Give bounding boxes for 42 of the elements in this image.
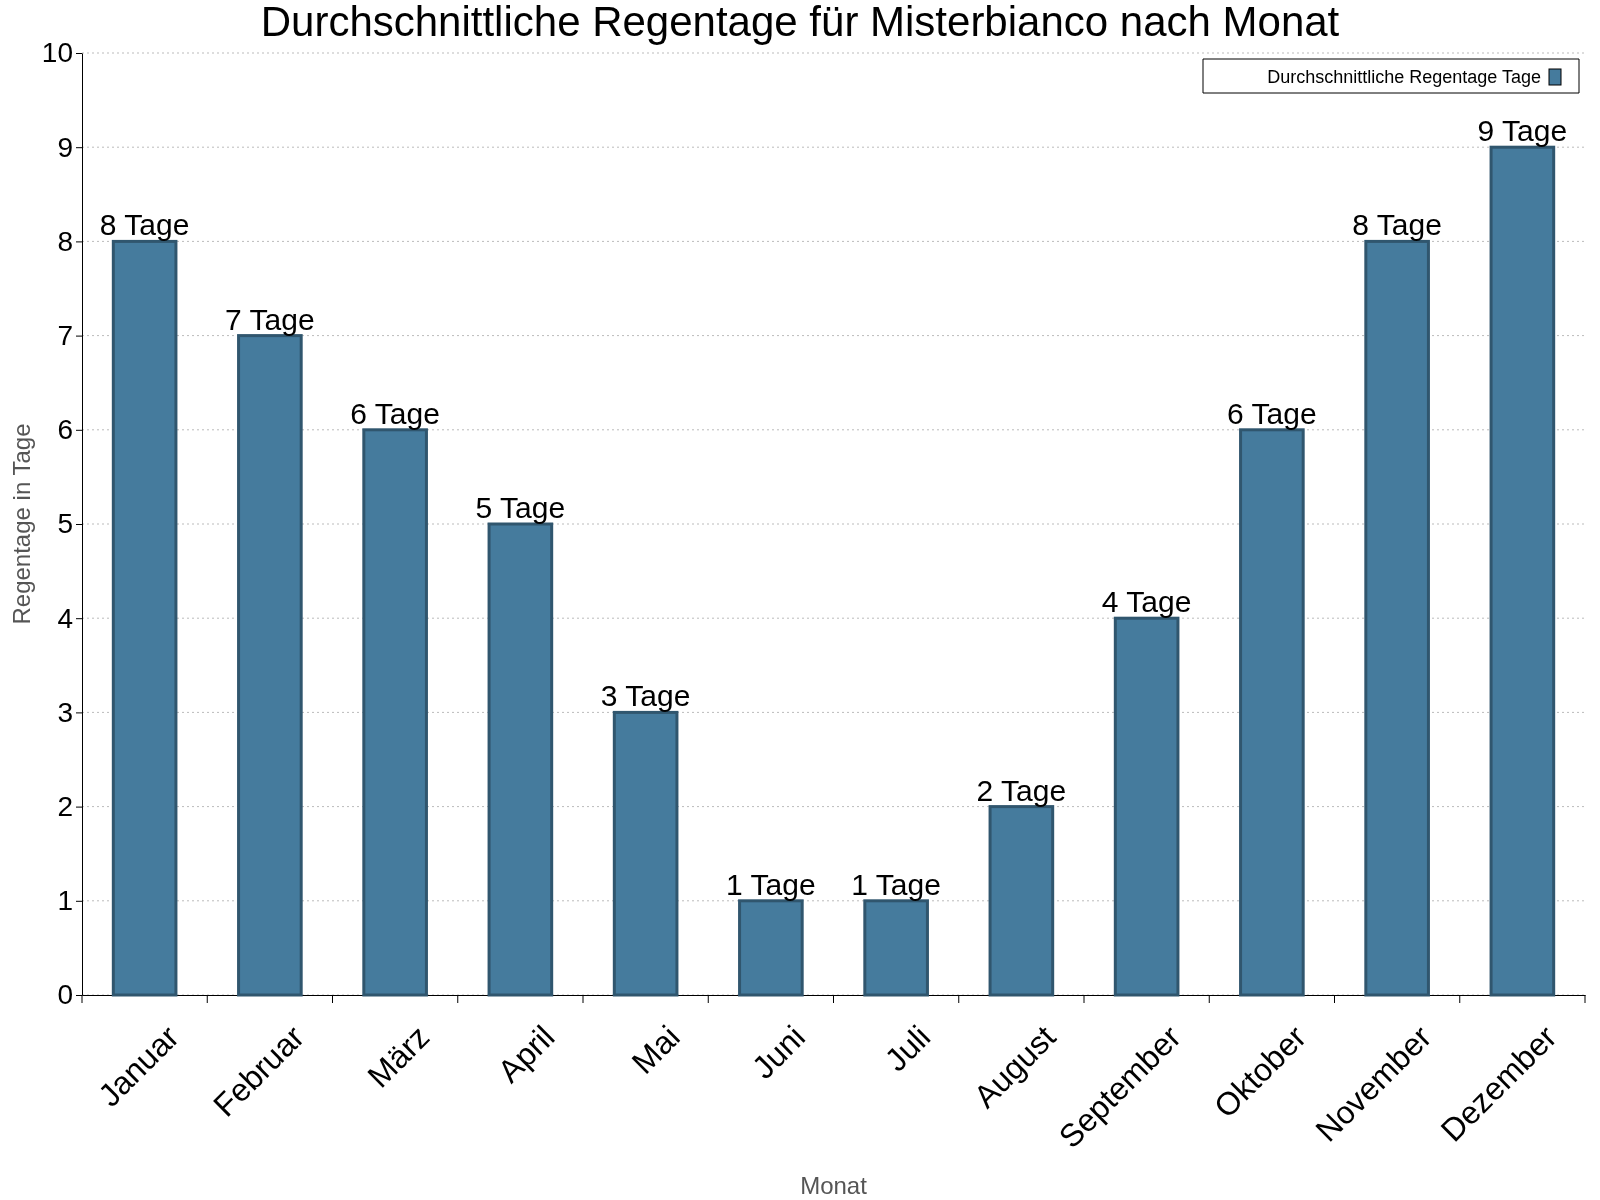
y-tick-label: 7 (57, 320, 73, 352)
y-tick-label: 6 (57, 414, 73, 446)
data-label: 1 Tage (726, 867, 816, 901)
bar (863, 899, 929, 997)
bar (487, 522, 554, 997)
x-tick-label: Juni (745, 1018, 813, 1086)
y-tick-label: 5 (57, 508, 73, 540)
y-tick-label: 9 (57, 131, 73, 163)
x-tick-label: Mai (624, 1018, 687, 1081)
legend-label: Durchschnittliche Regentage Tage (1267, 67, 1541, 87)
bar (111, 239, 178, 997)
data-label: 1 Tage (851, 867, 941, 901)
data-label: 7 Tage (225, 302, 315, 336)
data-label: 8 Tage (1352, 208, 1442, 242)
y-tick-label: 4 (57, 602, 73, 634)
x-tick-label: Juli (877, 1018, 938, 1079)
y-tick-label: 2 (57, 791, 73, 823)
bar (612, 710, 679, 997)
bar (1489, 145, 1556, 997)
bar (1364, 239, 1430, 997)
bar (237, 334, 303, 997)
bar (1239, 428, 1305, 997)
y-tick-label: 10 (41, 37, 73, 69)
bar (1113, 616, 1180, 997)
bar (738, 899, 804, 997)
data-label: 2 Tage (976, 773, 1067, 807)
x-axis-title: Monat (800, 1172, 868, 1199)
data-label: 3 Tage (600, 679, 691, 713)
data-label: 9 Tage (1477, 114, 1568, 148)
data-label: 6 Tage (1227, 396, 1317, 430)
data-label: 6 Tage (350, 396, 440, 430)
data-label: 5 Tage (475, 491, 566, 524)
y-tick-label: 8 (57, 225, 73, 257)
data-label: 4 Tage (1101, 585, 1192, 619)
y-tick-label: 3 (57, 696, 73, 728)
y-tick-label: 0 (57, 979, 73, 1011)
data-label: 8 Tage (99, 208, 190, 242)
bar (988, 805, 1055, 997)
bar (362, 428, 428, 997)
chart-title: Durchschnittliche Regentage für Misterbianco nach Monat (260, 0, 1340, 45)
y-axis-title: Regentage in Tage (8, 423, 35, 625)
y-tick-label: 1 (57, 885, 73, 917)
